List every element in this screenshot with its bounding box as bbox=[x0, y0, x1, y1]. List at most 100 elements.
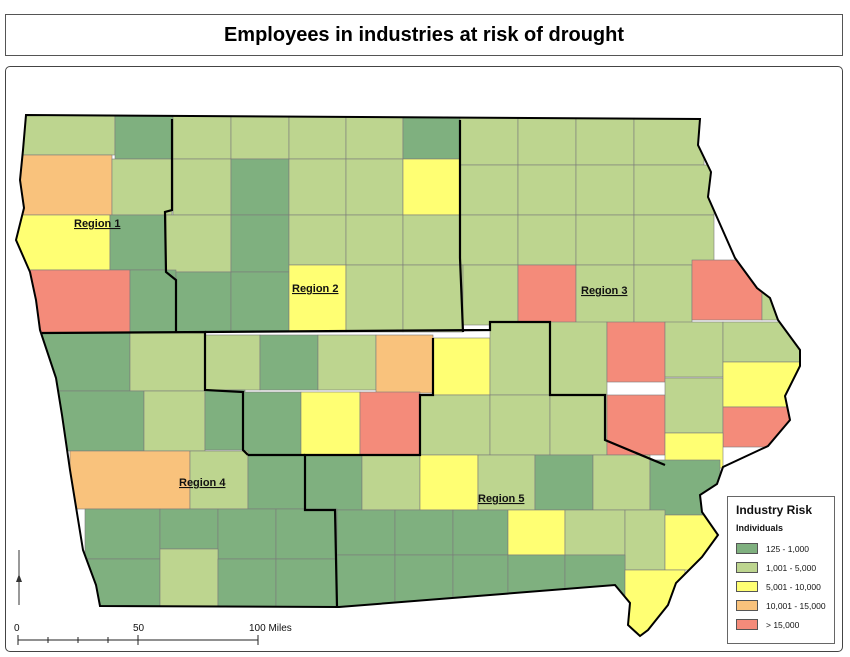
county bbox=[575, 214, 635, 266]
region-boundary bbox=[303, 338, 435, 608]
county bbox=[633, 264, 693, 326]
county bbox=[217, 508, 277, 560]
region-label-5: Region 5 bbox=[478, 493, 524, 505]
county bbox=[722, 406, 800, 448]
legend-swatch bbox=[736, 600, 758, 611]
county bbox=[275, 508, 338, 560]
county bbox=[114, 115, 174, 160]
legend-item-label: > 15,000 bbox=[766, 619, 800, 630]
county bbox=[664, 377, 724, 434]
scale-tick-50: 50 bbox=[133, 623, 145, 634]
county bbox=[359, 391, 421, 456]
county bbox=[517, 115, 577, 166]
county bbox=[722, 361, 800, 408]
legend-item-label: 1,001 - 5,000 bbox=[766, 562, 817, 573]
county bbox=[549, 321, 608, 396]
county bbox=[564, 554, 626, 606]
county bbox=[288, 115, 347, 160]
scale-tick-100: 100 Miles bbox=[249, 623, 292, 634]
county bbox=[402, 115, 461, 160]
county bbox=[204, 334, 261, 391]
county bbox=[575, 164, 635, 216]
county bbox=[159, 548, 219, 610]
map-title: Employees in industries at risk of droug… bbox=[223, 23, 625, 46]
county bbox=[275, 558, 338, 610]
county bbox=[477, 454, 536, 511]
county bbox=[592, 454, 651, 511]
county bbox=[419, 394, 491, 456]
county bbox=[507, 509, 566, 556]
county bbox=[664, 514, 726, 571]
county bbox=[361, 454, 421, 511]
county bbox=[394, 509, 454, 556]
legend-item-label: 5,001 - 10,000 bbox=[766, 581, 821, 592]
county bbox=[459, 115, 519, 166]
county bbox=[517, 264, 577, 326]
county bbox=[402, 214, 461, 266]
county bbox=[39, 332, 131, 392]
county bbox=[432, 337, 491, 396]
legend-item: 125 - 1,000 bbox=[736, 539, 826, 558]
county bbox=[230, 271, 290, 333]
legend-swatch bbox=[736, 619, 758, 630]
county bbox=[175, 271, 232, 333]
county bbox=[19, 115, 116, 156]
county bbox=[549, 394, 608, 456]
region-label-3: Region 3 bbox=[581, 285, 627, 297]
county bbox=[247, 454, 306, 510]
region-boundaries bbox=[41, 119, 666, 608]
county bbox=[345, 264, 404, 333]
legend-title: Industry Risk bbox=[736, 503, 813, 517]
county bbox=[336, 554, 396, 611]
county bbox=[288, 264, 347, 333]
state-outline bbox=[14, 113, 801, 638]
map-title-box: Employees in industries at risk of droug… bbox=[5, 14, 843, 56]
county bbox=[336, 509, 396, 556]
county bbox=[230, 158, 290, 216]
county bbox=[129, 269, 177, 334]
county bbox=[452, 509, 509, 556]
county bbox=[564, 509, 626, 556]
county bbox=[459, 164, 519, 216]
county bbox=[402, 264, 464, 333]
county bbox=[230, 115, 290, 160]
region-label-1: Region 1 bbox=[74, 218, 120, 230]
legend-swatch bbox=[736, 562, 758, 573]
county bbox=[172, 115, 232, 160]
county bbox=[722, 321, 800, 363]
county bbox=[489, 394, 551, 456]
county bbox=[55, 390, 145, 452]
legend-item: 5,001 - 10,000 bbox=[736, 577, 826, 596]
region-label-4: Region 4 bbox=[179, 477, 226, 489]
county bbox=[517, 214, 577, 266]
county bbox=[633, 214, 715, 266]
county bbox=[165, 214, 232, 273]
county bbox=[452, 554, 509, 611]
north-arrow-icon bbox=[16, 550, 22, 605]
county bbox=[300, 391, 361, 456]
county bbox=[462, 264, 519, 326]
county bbox=[606, 394, 666, 456]
county bbox=[288, 158, 347, 216]
county bbox=[172, 158, 232, 216]
region-boundary bbox=[458, 120, 465, 333]
county bbox=[419, 454, 479, 511]
county bbox=[345, 158, 404, 216]
county bbox=[507, 554, 566, 611]
county bbox=[84, 508, 161, 560]
county bbox=[575, 115, 635, 166]
legend-swatch bbox=[736, 543, 758, 554]
county bbox=[143, 390, 206, 452]
county bbox=[242, 391, 302, 456]
county bbox=[217, 558, 277, 610]
county bbox=[259, 334, 319, 391]
county bbox=[489, 321, 551, 396]
county bbox=[111, 158, 173, 216]
county bbox=[230, 214, 290, 273]
county bbox=[129, 332, 206, 392]
county bbox=[649, 459, 721, 516]
county bbox=[664, 321, 724, 378]
county bbox=[288, 214, 347, 266]
legend-item: 1,001 - 5,000 bbox=[736, 558, 826, 577]
